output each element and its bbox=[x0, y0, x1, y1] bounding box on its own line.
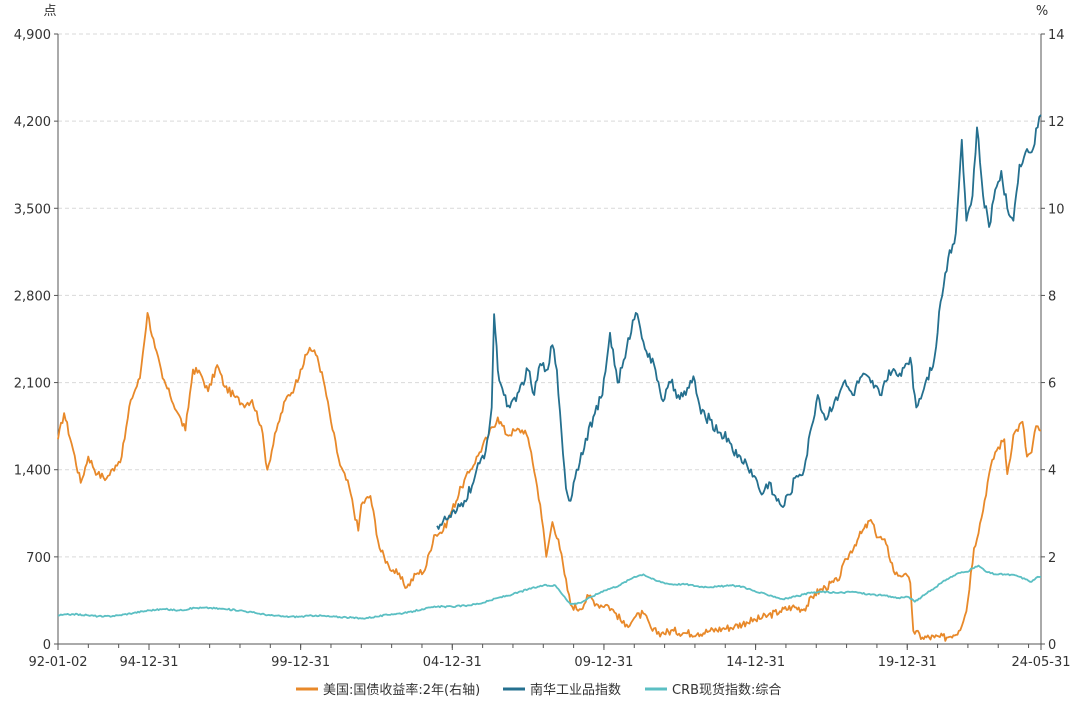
right-axis: 0 2 4 6 8 10 12 14 bbox=[1040, 28, 1065, 653]
crb-spot-index-line bbox=[57, 564, 1042, 620]
left-tick-label: 4,200 bbox=[14, 115, 51, 130]
x-tick-label: 14-12-31 bbox=[726, 655, 785, 670]
legend: 美国:国债收益率:2年(右轴) 南华工业品指数 CRB现货指数:综合 bbox=[296, 682, 781, 698]
left-tick-label: 2,100 bbox=[14, 377, 51, 392]
x-tick-label: 92-01-02 bbox=[28, 655, 87, 670]
right-tick-label: 0 bbox=[1048, 638, 1056, 653]
x-tick-label: 24-05-31 bbox=[1011, 655, 1070, 670]
right-tick-label: 8 bbox=[1048, 289, 1056, 304]
right-tick-label: 4 bbox=[1048, 464, 1056, 479]
nanhua-industrial-index-line bbox=[436, 114, 1042, 530]
left-tick-label: 1,400 bbox=[14, 464, 51, 479]
left-tick-label: 2,800 bbox=[14, 289, 51, 304]
legend-item-us-2y-yield[interactable]: 美国:国债收益率:2年(右轴) bbox=[296, 682, 480, 698]
right-tick-label: 6 bbox=[1048, 377, 1056, 392]
grid-lines bbox=[58, 33, 1041, 558]
x-tick-label: 04-12-31 bbox=[423, 655, 482, 670]
x-tick-label: 94-12-31 bbox=[119, 655, 178, 670]
right-tick-label: 14 bbox=[1048, 28, 1065, 43]
left-tick-label: 0 bbox=[43, 638, 51, 653]
x-tick-label: 19-12-31 bbox=[878, 655, 937, 670]
left-tick-label: 700 bbox=[26, 551, 51, 566]
x-axis: 92-01-02 94-12-31 99-12-31 04-12-31 09-12-31… bbox=[28, 643, 1071, 670]
right-tick-label: 2 bbox=[1048, 551, 1056, 566]
right-tick-label: 10 bbox=[1048, 202, 1065, 217]
legend-item-nanhua-industrial[interactable]: 南华工业品指数 bbox=[503, 682, 621, 698]
legend-label: 南华工业品指数 bbox=[530, 682, 621, 698]
right-axis-unit: % bbox=[1036, 4, 1048, 19]
left-tick-label: 4,900 bbox=[14, 28, 51, 43]
x-tick-label: 09-12-31 bbox=[574, 655, 633, 670]
right-tick-label: 12 bbox=[1048, 115, 1065, 130]
legend-label: 美国:国债收益率:2年(右轴) bbox=[323, 682, 480, 698]
x-tick-label: 99-12-31 bbox=[271, 655, 330, 670]
left-tick-label: 3,500 bbox=[14, 202, 51, 217]
legend-item-crb-spot[interactable]: CRB现货指数:综合 bbox=[645, 682, 781, 698]
us-2y-yield-line bbox=[57, 311, 1042, 642]
series-lines bbox=[57, 114, 1042, 642]
left-axis-unit: 点 bbox=[43, 4, 56, 19]
left-axis: 0 700 1,400 2,100 2,800 3,500 4,200 4,900 bbox=[14, 28, 59, 653]
legend-label: CRB现货指数:综合 bbox=[672, 682, 781, 698]
